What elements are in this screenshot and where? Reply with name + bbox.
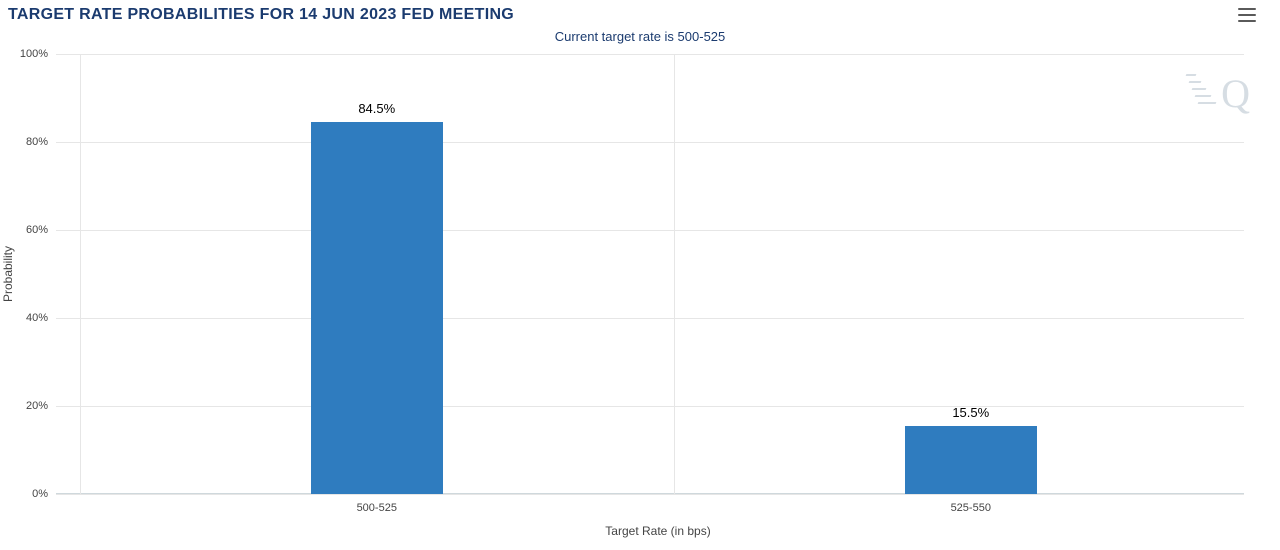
chart-container: TARGET RATE PROBABILITIES FOR 14 JUN 202… <box>0 0 1280 550</box>
y-tick-label: 0% <box>32 488 48 500</box>
y-tick-label: 60% <box>26 224 48 236</box>
gridline <box>56 494 1244 495</box>
chart-title: TARGET RATE PROBABILITIES FOR 14 JUN 202… <box>8 6 514 24</box>
y-tick-label: 20% <box>26 400 48 412</box>
vertical-gridline <box>674 54 675 494</box>
chart-menu-icon[interactable] <box>1234 4 1260 26</box>
y-axis-title: Probability <box>1 246 15 302</box>
plot-area: Probability 0%20%40%60%80%100%84.5%500-5… <box>56 54 1244 494</box>
gridline <box>56 318 1244 319</box>
gridline <box>56 230 1244 231</box>
bar-value-label: 15.5% <box>952 405 989 420</box>
y-tick-label: 100% <box>20 48 48 60</box>
x-tick-label: 525-550 <box>951 502 991 514</box>
x-axis-title: Target Rate (in bps) <box>605 524 710 538</box>
chart-subtitle: Current target rate is 500-525 <box>555 29 726 44</box>
bar-value-label: 84.5% <box>358 101 395 116</box>
y-tick-label: 80% <box>26 136 48 148</box>
bar[interactable]: 84.5% <box>311 122 443 494</box>
title-bar: TARGET RATE PROBABILITIES FOR 14 JUN 202… <box>0 0 1280 26</box>
y-tick-label: 40% <box>26 312 48 324</box>
subtitle-wrap: Current target rate is 500-525 <box>0 28 1280 46</box>
vertical-gridline <box>80 54 81 494</box>
chart-area: Probability 0%20%40%60%80%100%84.5%500-5… <box>56 54 1260 494</box>
gridline <box>56 142 1244 143</box>
bar[interactable]: 15.5% <box>905 426 1037 494</box>
gridline <box>56 54 1244 55</box>
gridline <box>56 406 1244 407</box>
x-tick-label: 500-525 <box>357 502 397 514</box>
